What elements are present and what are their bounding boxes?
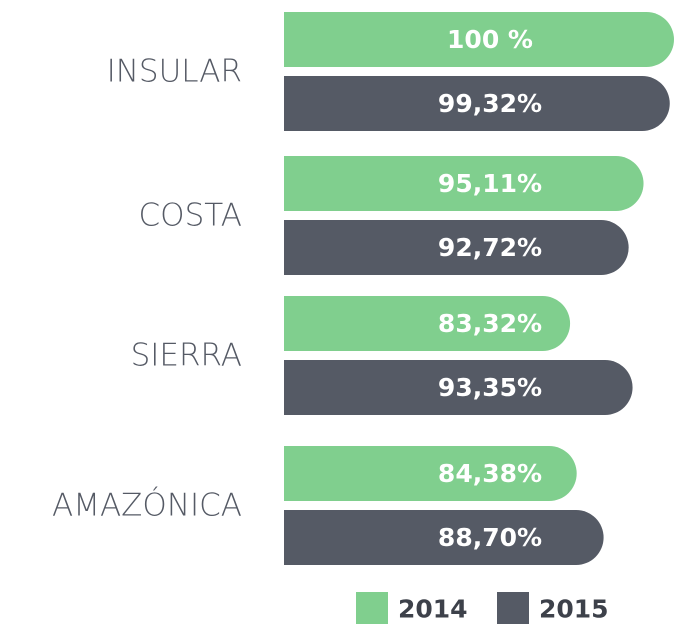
legend-label: 2015 — [539, 595, 609, 624]
bar — [284, 360, 633, 415]
category-label: COSTA — [139, 198, 242, 234]
value-label: 84,38% — [438, 459, 542, 488]
value-label: 99,32% — [438, 89, 542, 118]
bar — [284, 12, 674, 67]
bar — [284, 220, 629, 275]
legend-label: 2014 — [398, 595, 468, 624]
value-label: 83,32% — [438, 309, 542, 338]
value-label: 93,35% — [438, 373, 542, 402]
bar — [284, 510, 604, 565]
bar — [284, 76, 670, 131]
bar — [284, 446, 577, 501]
legend-swatch — [356, 592, 388, 624]
category-label: SIERRA — [131, 338, 242, 374]
value-label: 88,70% — [438, 523, 542, 552]
bar — [284, 156, 644, 211]
category-label: AMAZÓNICA — [52, 487, 242, 524]
value-label: 95,11% — [438, 169, 542, 198]
value-label: 100 % — [447, 25, 533, 54]
bar — [284, 296, 571, 351]
legend-swatch — [497, 592, 529, 624]
category-label: INSULAR — [107, 54, 242, 90]
value-label: 92,72% — [438, 233, 542, 262]
